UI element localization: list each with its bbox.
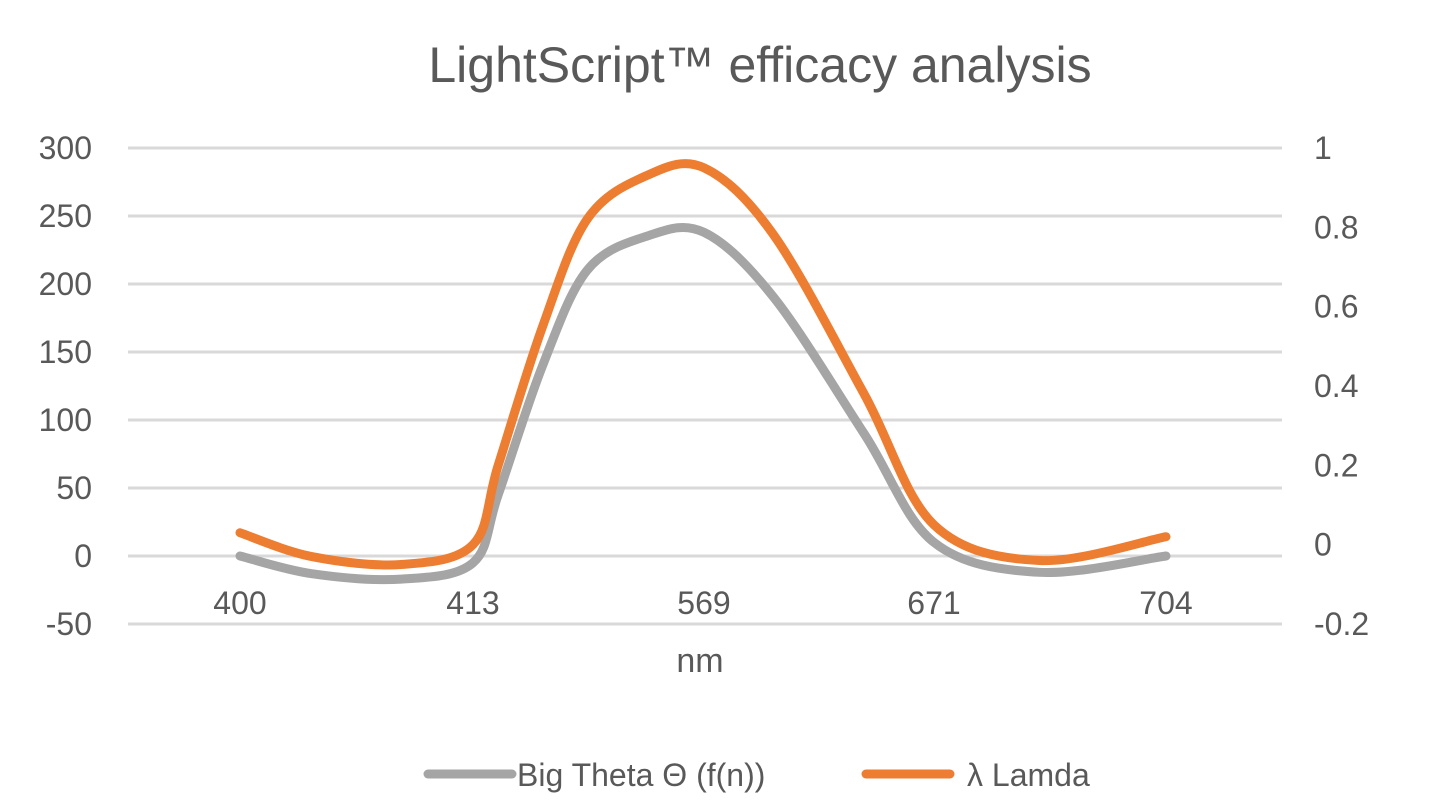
right-axis-tick-label: 0.8 (1314, 209, 1358, 245)
x-axis-tick-label: 704 (1139, 585, 1192, 621)
legend: Big Theta Θ (f(n)) λ Lamda (423, 757, 1090, 793)
legend-label-2: λ Lamda (967, 757, 1090, 793)
left-axis-tick-label: 300 (39, 130, 92, 166)
right-axis-tick-label: 1 (1314, 130, 1332, 166)
series-line-1 (235, 222, 1171, 585)
legend-label-1: Big Theta Θ (f(n)) (517, 757, 765, 793)
right-axis-tick-label: 0.4 (1314, 368, 1358, 404)
left-axis-tick-label: 200 (39, 266, 92, 302)
x-axis-tick-label: 413 (446, 585, 499, 621)
right-axis-tick-label: 0.6 (1314, 289, 1358, 325)
right-axis-tick-label: 0 (1314, 527, 1332, 563)
x-axis-title: nm (676, 642, 723, 680)
x-axis-ticks: 400 413 569 671 704 (213, 585, 1192, 621)
left-axis-tick-label: -50 (46, 606, 92, 642)
series-layer (235, 159, 1171, 585)
left-axis-tick-label: 0 (74, 538, 92, 574)
series-line-2 (235, 159, 1171, 570)
left-axis-ticks: 300 250 200 150 100 50 0 -50 (39, 130, 92, 642)
right-axis-tick-label: -0.2 (1314, 606, 1369, 642)
x-axis-tick-label: 569 (677, 585, 730, 621)
x-axis-tick-label: 671 (907, 585, 960, 621)
left-axis-tick-label: 50 (56, 470, 92, 506)
right-axis-ticks: 1 0.8 0.6 0.4 0.2 0 -0.2 (1314, 130, 1369, 642)
right-axis-tick-label: 0.2 (1314, 447, 1358, 483)
x-axis-tick-label: 400 (213, 585, 266, 621)
left-axis-tick-label: 250 (39, 198, 92, 234)
chart-title: LightScript™ efficacy analysis (428, 37, 1091, 93)
left-axis-tick-label: 100 (39, 402, 92, 438)
left-axis-tick-label: 150 (39, 334, 92, 370)
